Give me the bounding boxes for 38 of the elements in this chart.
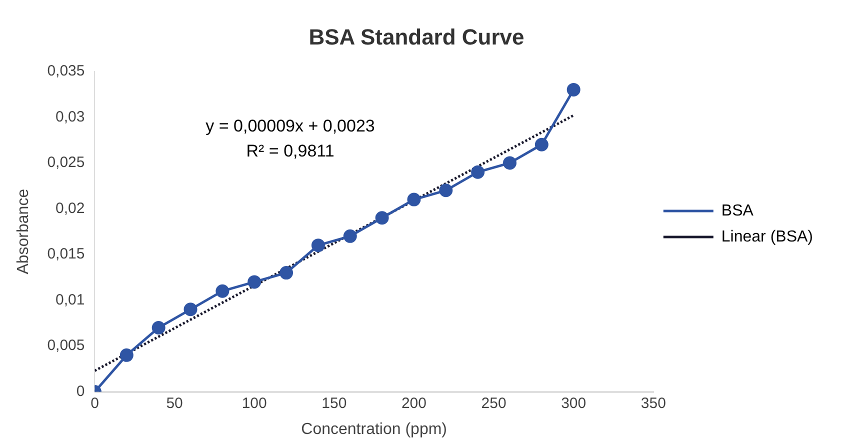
chart-title: BSA Standard Curve: [308, 24, 524, 50]
x-axis-title: Concentration (ppm): [301, 420, 447, 438]
point: [534, 138, 548, 152]
point: [311, 238, 325, 252]
point: [248, 275, 262, 289]
y-tick-label: 0,03: [56, 108, 85, 126]
point: [471, 165, 485, 179]
point: [407, 192, 421, 206]
point: [566, 82, 580, 96]
y-tick-label: 0,015: [47, 246, 85, 263]
legend-label: BSA: [721, 202, 754, 220]
point: [152, 320, 166, 334]
x-tick-label: 150: [322, 394, 347, 412]
x-tick-label: 100: [242, 394, 267, 412]
point: [280, 266, 294, 280]
y-tick-label: 0,01: [56, 291, 85, 308]
point: [120, 348, 134, 362]
y-tick-label: 0: [76, 382, 85, 400]
y-tick-label: 0,02: [56, 200, 85, 217]
point: [375, 211, 389, 225]
annotation: R² = 0,9811: [246, 141, 334, 160]
x-tick-label: 200: [401, 394, 426, 412]
y-tick-label: 0,025: [47, 154, 85, 172]
x-tick-label: 300: [561, 394, 586, 412]
point: [184, 302, 198, 316]
point: [503, 156, 516, 170]
y-tick-label: 0,035: [47, 62, 85, 80]
point: [216, 284, 230, 298]
y-tick-label: 0,005: [47, 337, 85, 354]
x-tick-label: 50: [166, 394, 183, 412]
x-tick-label: 250: [481, 394, 506, 412]
annotation: y = 0,00009x + 0,0023: [206, 116, 375, 136]
x-tick-label: 0: [90, 394, 99, 412]
y-axis-title: Absorbance: [15, 188, 32, 274]
point: [439, 184, 453, 198]
point: [343, 229, 357, 243]
x-tick-label: 350: [640, 394, 666, 412]
legend-label: Linear (BSA): [721, 228, 813, 246]
